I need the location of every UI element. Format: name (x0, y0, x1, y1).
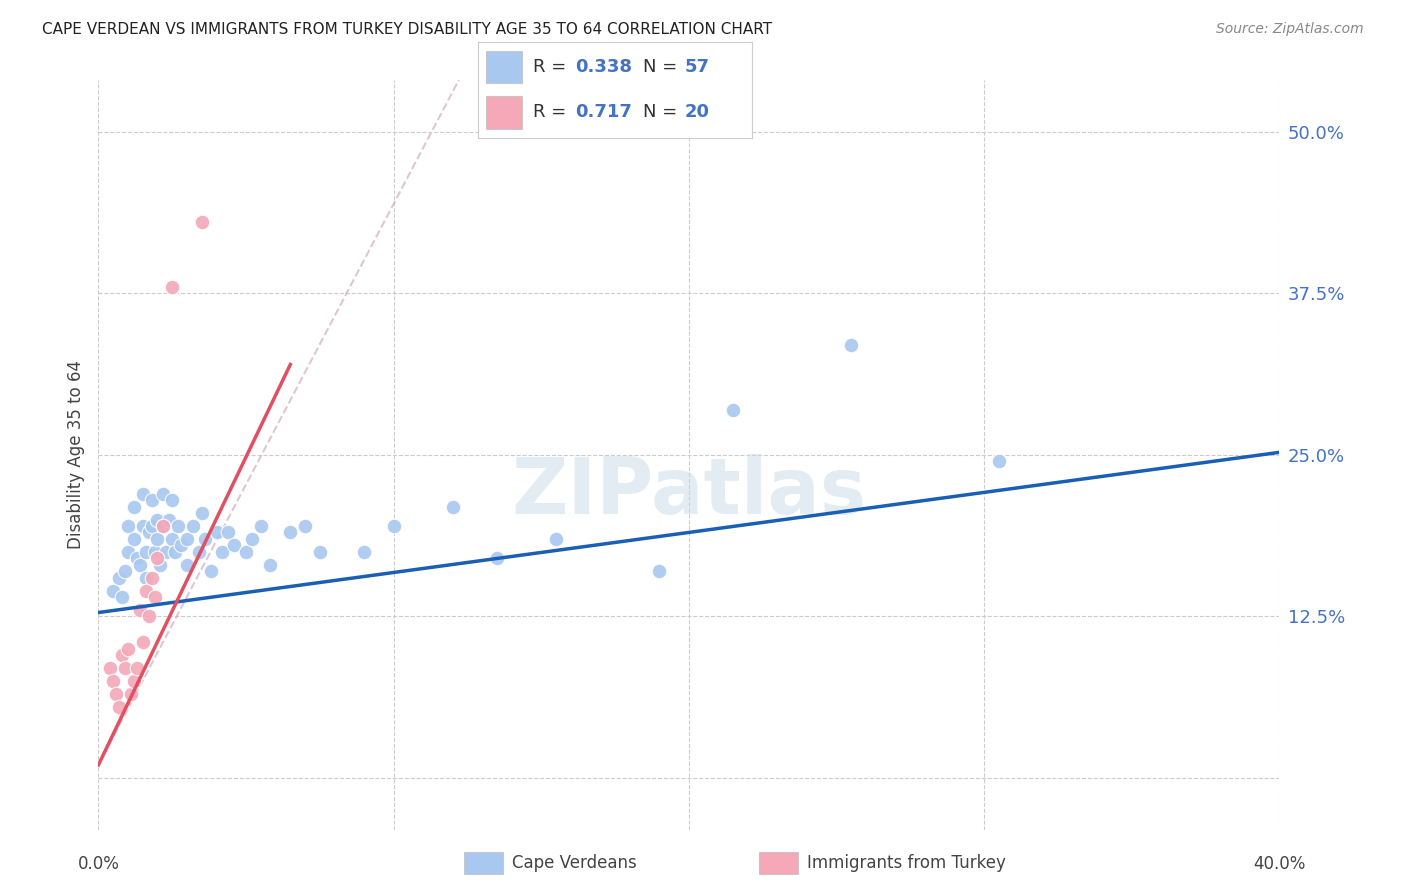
Text: Immigrants from Turkey: Immigrants from Turkey (807, 854, 1005, 872)
Point (122, 500, 145, 514)
Point (117, 519, 139, 533)
Point (125, 551, 148, 566)
Point (486, 551, 509, 566)
Point (128, 603, 150, 617)
Point (280, 525, 302, 540)
Point (170, 538, 193, 552)
Point (141, 519, 163, 533)
Point (138, 525, 160, 540)
Text: 0.338: 0.338 (575, 58, 633, 76)
Text: R =: R = (533, 103, 572, 121)
FancyBboxPatch shape (486, 95, 522, 128)
Point (250, 519, 273, 533)
Point (111, 648, 134, 662)
Text: Cape Verdeans: Cape Verdeans (512, 854, 637, 872)
Point (128, 558, 150, 572)
Point (546, 532, 568, 546)
Point (111, 590, 134, 604)
Point (146, 551, 169, 566)
Point (259, 558, 281, 572)
FancyBboxPatch shape (759, 852, 799, 874)
Point (240, 532, 263, 546)
Point (132, 519, 155, 533)
Point (98, 661, 121, 675)
Point (441, 500, 464, 514)
Point (167, 519, 190, 533)
Point (152, 519, 174, 533)
Point (194, 532, 217, 546)
Point (135, 545, 157, 559)
Point (382, 519, 405, 533)
Point (122, 673, 145, 688)
Text: Source: ZipAtlas.com: Source: ZipAtlas.com (1216, 22, 1364, 37)
Point (146, 532, 169, 546)
Point (294, 519, 316, 533)
Point (162, 532, 183, 546)
Point (122, 532, 145, 546)
Point (155, 545, 177, 559)
Text: N =: N = (643, 58, 682, 76)
Point (162, 493, 183, 508)
FancyBboxPatch shape (464, 852, 503, 874)
Point (988, 454, 1011, 468)
Point (181, 519, 204, 533)
Point (162, 280, 183, 294)
Text: R =: R = (533, 58, 572, 76)
Point (138, 609, 160, 624)
Text: 0.0%: 0.0% (77, 855, 120, 873)
Point (648, 564, 671, 578)
Point (114, 564, 136, 578)
Text: CAPE VERDEAN VS IMMIGRANTS FROM TURKEY DISABILITY AGE 35 TO 64 CORRELATION CHART: CAPE VERDEAN VS IMMIGRANTS FROM TURKEY D… (42, 22, 772, 37)
Text: 57: 57 (685, 58, 710, 76)
Point (211, 545, 233, 559)
Text: 20: 20 (685, 103, 710, 121)
Point (105, 687, 128, 701)
Point (152, 519, 174, 533)
Point (141, 571, 163, 585)
Point (723, 402, 745, 417)
Point (176, 532, 198, 546)
Y-axis label: Disability Age 35 to 64: Disability Age 35 to 64 (66, 360, 84, 549)
Text: N =: N = (643, 103, 682, 121)
Point (157, 512, 180, 526)
Text: ZIPatlas: ZIPatlas (512, 454, 866, 531)
FancyBboxPatch shape (486, 51, 522, 83)
Point (149, 558, 172, 572)
Point (120, 687, 142, 701)
Point (132, 486, 155, 500)
Point (235, 545, 257, 559)
Point (117, 641, 139, 656)
Point (108, 571, 131, 585)
Point (224, 538, 246, 552)
Point (108, 699, 131, 714)
Point (191, 215, 214, 229)
Text: 40.0%: 40.0% (1253, 855, 1306, 873)
Point (114, 661, 136, 675)
Point (103, 673, 125, 688)
Point (353, 545, 375, 559)
Point (141, 493, 163, 508)
Point (135, 583, 157, 598)
Point (143, 545, 166, 559)
Point (152, 486, 174, 500)
Point (165, 545, 187, 559)
Point (132, 635, 155, 649)
Point (176, 558, 198, 572)
Point (200, 564, 222, 578)
Text: 0.717: 0.717 (575, 103, 633, 121)
Point (103, 583, 125, 598)
Point (841, 338, 863, 352)
Point (117, 545, 139, 559)
Point (309, 545, 332, 559)
Point (135, 571, 157, 585)
Point (205, 525, 228, 540)
Point (125, 661, 148, 675)
Point (187, 545, 209, 559)
Point (217, 525, 239, 540)
Point (191, 506, 214, 520)
Point (143, 590, 166, 604)
Point (146, 512, 169, 526)
